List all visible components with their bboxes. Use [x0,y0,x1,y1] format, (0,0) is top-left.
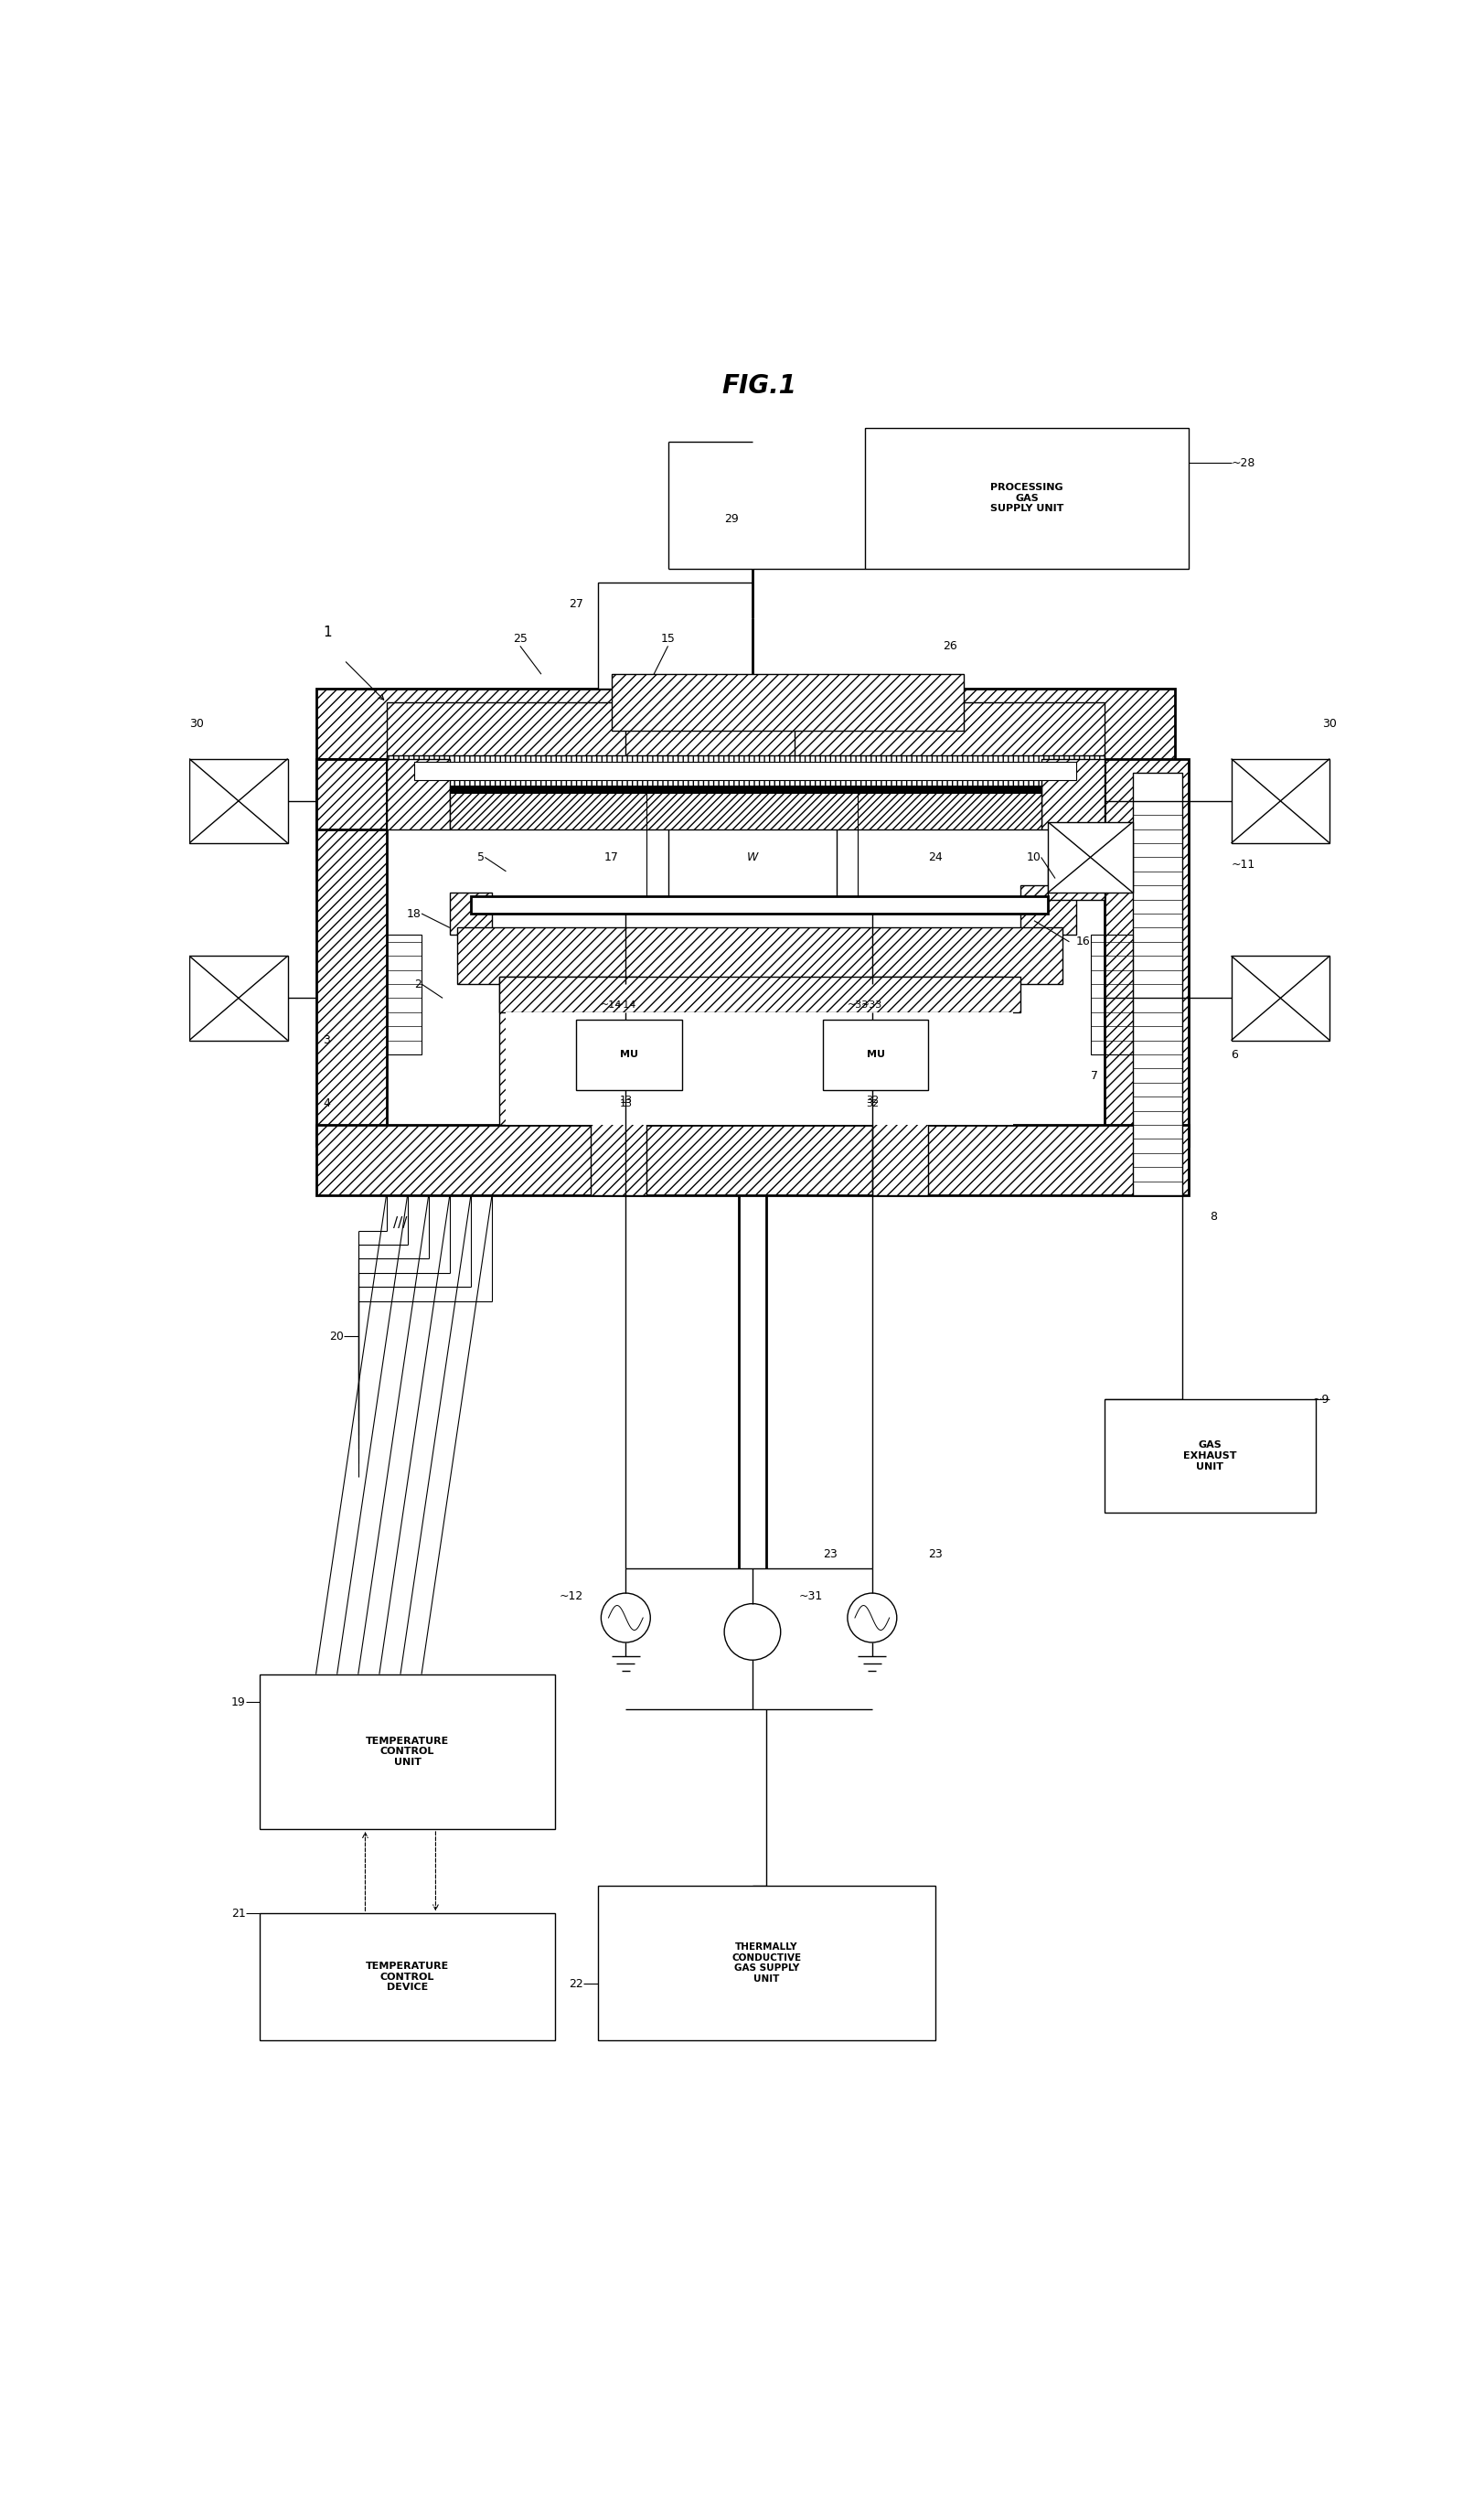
Bar [457,928,1063,983]
Text: 7: 7 [1091,1068,1098,1081]
Text: 30: 30 [1322,716,1337,729]
Text: ~33: ~33 [847,1001,868,1011]
Bar [316,1124,1189,1194]
Bar [598,583,752,689]
Bar [865,978,1006,1124]
Bar [1232,759,1330,842]
Text: 15: 15 [660,634,675,646]
Text: FIG.1: FIG.1 [723,372,797,397]
Bar [499,978,1020,1013]
Text: 3: 3 [324,1033,329,1046]
Bar [822,1018,929,1089]
Text: W: W [746,852,758,862]
Bar [873,1111,929,1194]
Text: ~28: ~28 [1232,458,1255,470]
Bar [506,1013,1014,1124]
Text: 30: 30 [188,716,203,729]
Text: 17: 17 [604,852,619,862]
Text: PROCESSING
GAS
SUPPLY UNIT: PROCESSING GAS SUPPLY UNIT [990,483,1064,513]
Bar [576,1018,683,1089]
Bar [316,689,1175,772]
Text: TEMPERATURE
CONTROL
DEVICE: TEMPERATURE CONTROL DEVICE [365,1961,450,1991]
Bar [450,892,493,935]
Bar [1091,935,1132,1053]
Text: ~11: ~11 [1232,857,1255,870]
Text: 1: 1 [324,626,332,639]
Text: ///: /// [393,1217,408,1229]
Bar [1042,759,1104,830]
Bar [450,787,1042,830]
Bar [188,955,288,1041]
Text: THERMALLY
CONDUCTIVE
GAS SUPPLY
UNIT: THERMALLY CONDUCTIVE GAS SUPPLY UNIT [732,1943,801,1984]
Bar [188,759,288,842]
Bar [795,701,1104,759]
Text: 32: 32 [865,1096,879,1104]
Text: 32: 32 [865,1099,879,1109]
Text: 26: 26 [942,641,957,651]
Bar [591,1111,647,1194]
Bar [450,784,1042,794]
Text: ~31: ~31 [798,1591,822,1601]
Text: 5: 5 [478,852,485,862]
Bar [1104,1400,1316,1511]
Text: MU: MU [620,1051,638,1058]
Text: GAS
EXHAUST
UNIT: GAS EXHAUST UNIT [1183,1441,1236,1471]
Text: 10: 10 [1027,852,1042,862]
Text: 23: 23 [929,1549,942,1561]
Text: MU: MU [867,1051,884,1058]
Text: 24: 24 [929,852,942,862]
Text: 18: 18 [407,908,421,920]
Text: ~33: ~33 [862,1001,883,1011]
Text: 25: 25 [513,634,527,646]
Bar [1048,865,1104,900]
Text: ~14: ~14 [614,1001,637,1011]
Text: 6: 6 [1232,1048,1239,1061]
Bar [1132,772,1181,1194]
Bar [1104,759,1189,1146]
Text: 13: 13 [619,1099,632,1109]
Text: 22: 22 [568,1979,583,1991]
Bar [386,759,450,830]
Text: 20: 20 [329,1330,344,1342]
Bar [470,895,1048,913]
Bar [260,1674,555,1830]
Text: ~9: ~9 [1313,1393,1330,1405]
Bar [386,754,1104,787]
Bar [1020,885,1076,935]
Text: TEMPERATURE
CONTROL
UNIT: TEMPERATURE CONTROL UNIT [365,1737,450,1767]
Bar [386,701,626,759]
Bar [499,978,640,1124]
Text: 8: 8 [1209,1209,1217,1222]
Text: ~14: ~14 [601,1001,622,1011]
Text: 4: 4 [324,1099,329,1109]
Text: 16: 16 [1076,935,1091,948]
Text: ~12: ~12 [559,1591,583,1601]
Text: 27: 27 [568,598,583,611]
Bar [260,1913,555,2041]
Bar [386,935,421,1053]
Text: 21: 21 [232,1908,245,1921]
Text: 13: 13 [619,1096,632,1104]
Bar [316,759,386,830]
Text: 19: 19 [232,1697,245,1707]
Text: 29: 29 [724,513,739,525]
Bar [1232,955,1330,1041]
Bar [865,427,1189,568]
Bar [1048,822,1132,892]
Bar [414,762,1076,779]
Text: 2: 2 [414,978,421,991]
Text: 23: 23 [822,1549,837,1561]
Bar [316,759,386,1146]
Bar [598,1886,935,2041]
Bar [611,674,963,732]
